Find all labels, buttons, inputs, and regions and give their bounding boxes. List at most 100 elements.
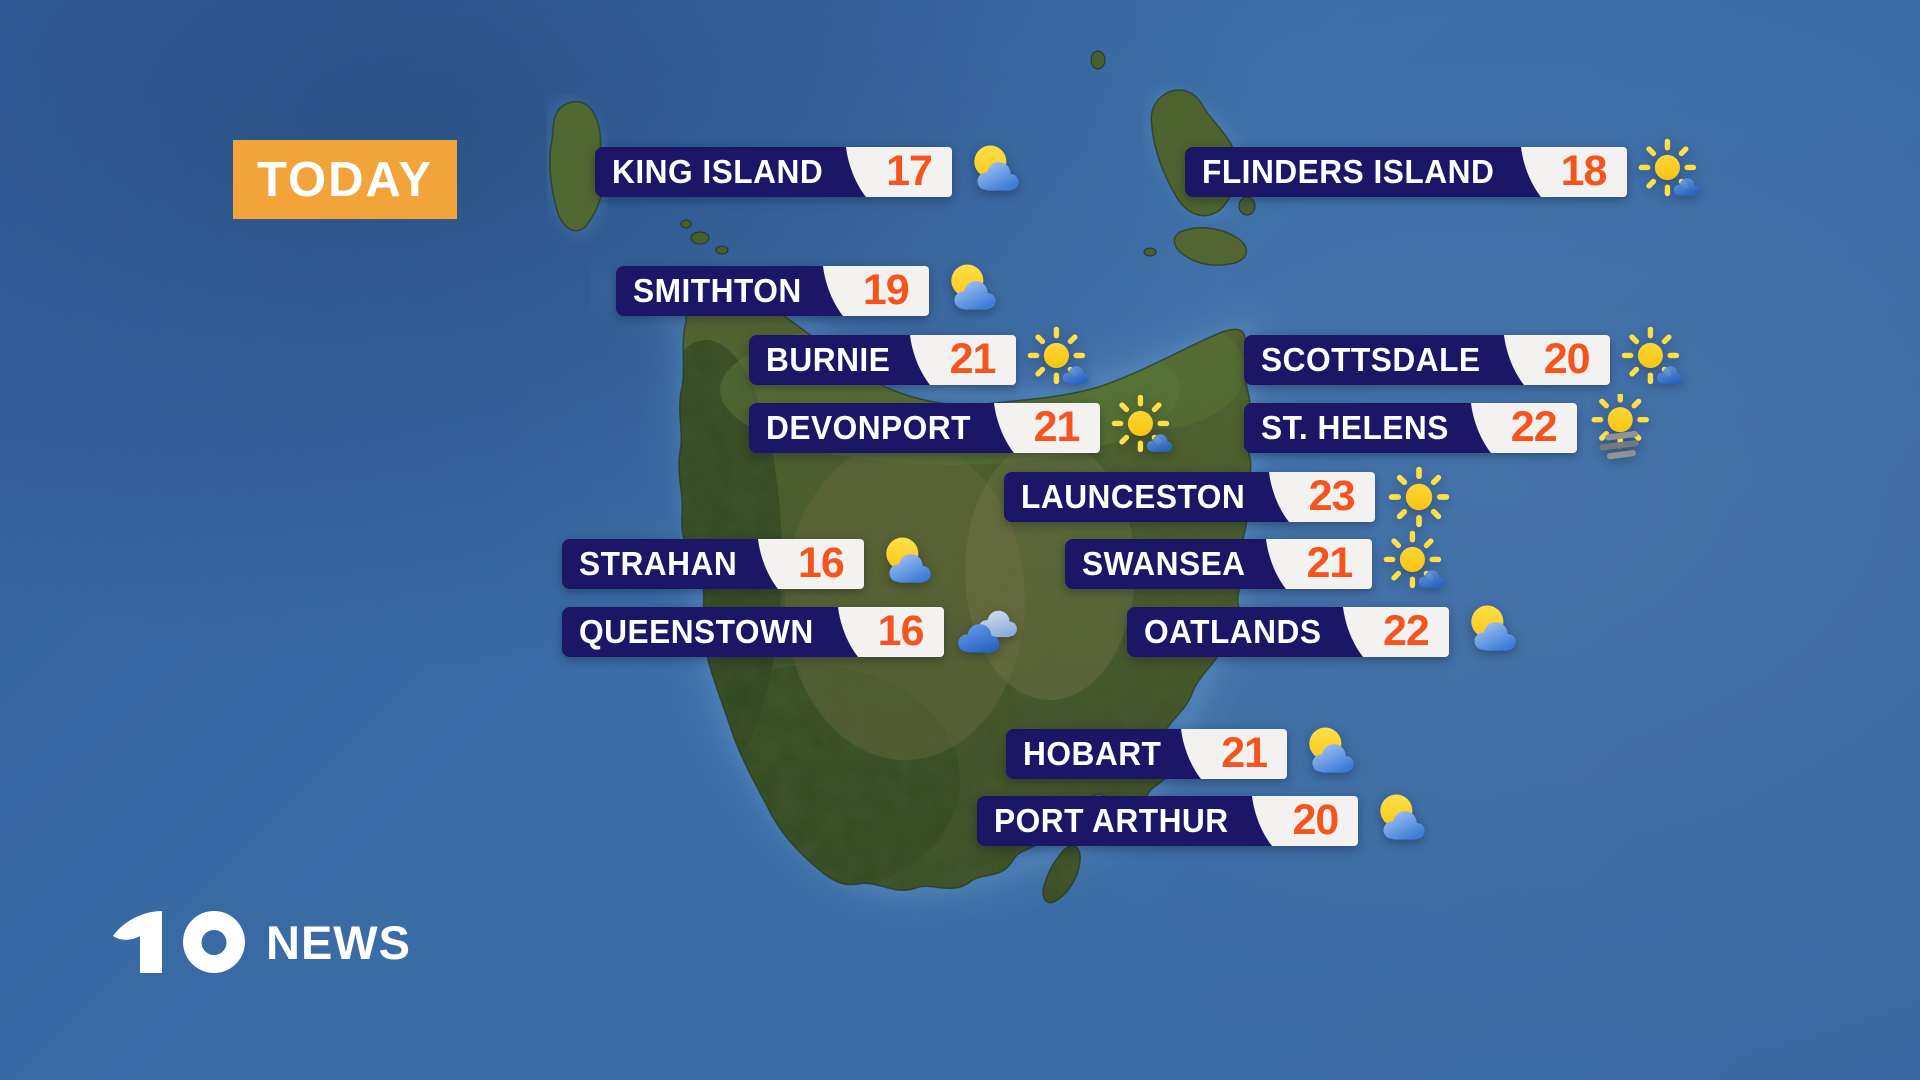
location-label: QUEENSTOWN 16 bbox=[562, 607, 1022, 657]
mostly-sunny-icon bbox=[1620, 326, 1688, 394]
location-label: SMITHTON 19 bbox=[616, 266, 1007, 316]
location-label: BURNIE 21 bbox=[749, 335, 1094, 385]
label-swoosh bbox=[751, 539, 778, 589]
location-name-box: ST. HELENS bbox=[1244, 403, 1465, 453]
mostly-sunny-icon bbox=[1110, 394, 1178, 462]
temperature-value: 23 bbox=[1308, 471, 1356, 520]
today-badge: TODAY bbox=[233, 140, 457, 219]
sunny-icon bbox=[1385, 463, 1453, 531]
temperature-box: 20 bbox=[1523, 334, 1610, 385]
location-name-box: LAUNCESTON bbox=[1004, 472, 1263, 522]
label-swoosh bbox=[816, 266, 843, 316]
location-name: SWANSEA bbox=[1082, 545, 1246, 582]
location-label: PORT ARTHUR 20 bbox=[977, 796, 1436, 846]
king-island-coastline bbox=[549, 100, 604, 232]
location-name-box: OATLANDS bbox=[1127, 607, 1337, 657]
location-label: LAUNCESTON 23 bbox=[1004, 472, 1453, 522]
location-name: DEVONPORT bbox=[766, 409, 971, 446]
temperature-value: 20 bbox=[1292, 795, 1340, 844]
temperature-value: 17 bbox=[886, 146, 933, 195]
location-name-box: DEVONPORT bbox=[749, 403, 988, 453]
location-name-box: SMITHTON bbox=[616, 266, 817, 316]
label-swoosh bbox=[840, 147, 866, 197]
mostly-sunny-icon bbox=[1382, 530, 1450, 598]
location-name: ST. HELENS bbox=[1261, 409, 1449, 446]
cloudy-icon bbox=[954, 598, 1022, 666]
label-swoosh bbox=[1464, 403, 1491, 453]
label-swoosh bbox=[831, 607, 858, 657]
location-name: HOBART bbox=[1023, 735, 1162, 772]
location-name: SMITHTON bbox=[633, 272, 802, 309]
label-swoosh bbox=[1336, 607, 1363, 657]
location-name-box: QUEENSTOWN bbox=[562, 607, 832, 657]
ten-logo-icon bbox=[113, 911, 246, 973]
news-wordmark: NEWS bbox=[266, 915, 411, 969]
location-name-box: KING ISLAND bbox=[595, 147, 840, 197]
mostly-sunny-icon bbox=[1637, 138, 1705, 206]
location-name: PORT ARTHUR bbox=[994, 802, 1229, 839]
label-swoosh bbox=[1514, 147, 1541, 197]
flinders-island-coastline bbox=[1150, 89, 1239, 217]
label-swoosh bbox=[987, 403, 1014, 453]
temperature-value: 21 bbox=[949, 334, 997, 383]
cape-barren-coastline bbox=[1173, 227, 1248, 266]
temperature-value: 20 bbox=[1543, 334, 1591, 383]
temperature-value: 21 bbox=[1306, 538, 1353, 587]
location-name-box: SCOTTSDALE bbox=[1244, 335, 1498, 385]
temperature-box: 18 bbox=[1540, 146, 1627, 197]
temperature-value: 16 bbox=[797, 538, 845, 587]
partly-cloudy-icon bbox=[874, 530, 942, 598]
location-name: FLINDERS ISLAND bbox=[1202, 153, 1495, 190]
channel-ten-news-logo: NEWS bbox=[110, 908, 411, 976]
label-swoosh bbox=[1246, 796, 1273, 846]
temperature-box: 21 bbox=[1201, 728, 1288, 779]
label-swoosh bbox=[1175, 729, 1202, 779]
location-name-box: PORT ARTHUR bbox=[977, 796, 1247, 846]
temperature-box: 16 bbox=[777, 538, 864, 589]
location-name: BURNIE bbox=[766, 341, 891, 378]
location-name: OATLANDS bbox=[1144, 613, 1322, 650]
location-name-box: HOBART bbox=[1006, 729, 1176, 779]
location-name-box: SWANSEA bbox=[1065, 539, 1261, 589]
temperature-box: 17 bbox=[866, 147, 952, 197]
temperature-box: 21 bbox=[929, 334, 1016, 385]
temperature-box: 16 bbox=[857, 607, 944, 657]
location-label: OATLANDS 22 bbox=[1127, 607, 1527, 657]
sunny-hazy-icon bbox=[1587, 394, 1655, 462]
temperature-box: 21 bbox=[1286, 538, 1373, 589]
label-swoosh bbox=[1260, 539, 1287, 589]
location-label: DEVONPORT 21 bbox=[749, 403, 1178, 453]
location-label: SCOTTSDALE 20 bbox=[1244, 335, 1688, 385]
partly-cloudy-icon bbox=[1368, 787, 1436, 855]
temperature-value: 19 bbox=[862, 265, 910, 314]
bruny-island-coastline bbox=[1042, 844, 1081, 904]
location-name: KING ISLAND bbox=[612, 153, 824, 190]
temperature-box: 20 bbox=[1272, 795, 1359, 846]
temperature-box: 22 bbox=[1490, 403, 1577, 453]
location-label: HOBART 21 bbox=[1006, 729, 1365, 779]
location-name: LAUNCESTON bbox=[1021, 478, 1246, 515]
location-name: STRAHAN bbox=[579, 545, 738, 582]
partly-cloudy-icon bbox=[1297, 720, 1365, 788]
label-swoosh bbox=[903, 335, 930, 385]
temperature-value: 18 bbox=[1560, 146, 1608, 195]
temperature-box: 23 bbox=[1288, 471, 1375, 522]
partly-cloudy-icon bbox=[962, 138, 1030, 206]
location-name: QUEENSTOWN bbox=[579, 613, 814, 650]
label-swoosh bbox=[1262, 472, 1289, 522]
location-label: KING ISLAND 17 bbox=[595, 147, 1030, 197]
location-name-box: FLINDERS ISLAND bbox=[1185, 147, 1515, 197]
partly-cloudy-icon bbox=[1459, 598, 1527, 666]
location-label: FLINDERS ISLAND 18 bbox=[1185, 147, 1705, 197]
temperature-box: 19 bbox=[842, 265, 929, 316]
temperature-value: 21 bbox=[1221, 728, 1268, 777]
mostly-sunny-icon bbox=[1026, 326, 1094, 394]
temperature-value: 22 bbox=[1382, 606, 1430, 655]
temperature-box: 22 bbox=[1362, 606, 1449, 657]
temperature-value: 21 bbox=[1033, 402, 1081, 451]
location-label: SWANSEA 21 bbox=[1065, 539, 1450, 589]
label-swoosh bbox=[1497, 335, 1524, 385]
location-name: SCOTTSDALE bbox=[1261, 341, 1481, 378]
small-islands bbox=[680, 50, 1256, 257]
